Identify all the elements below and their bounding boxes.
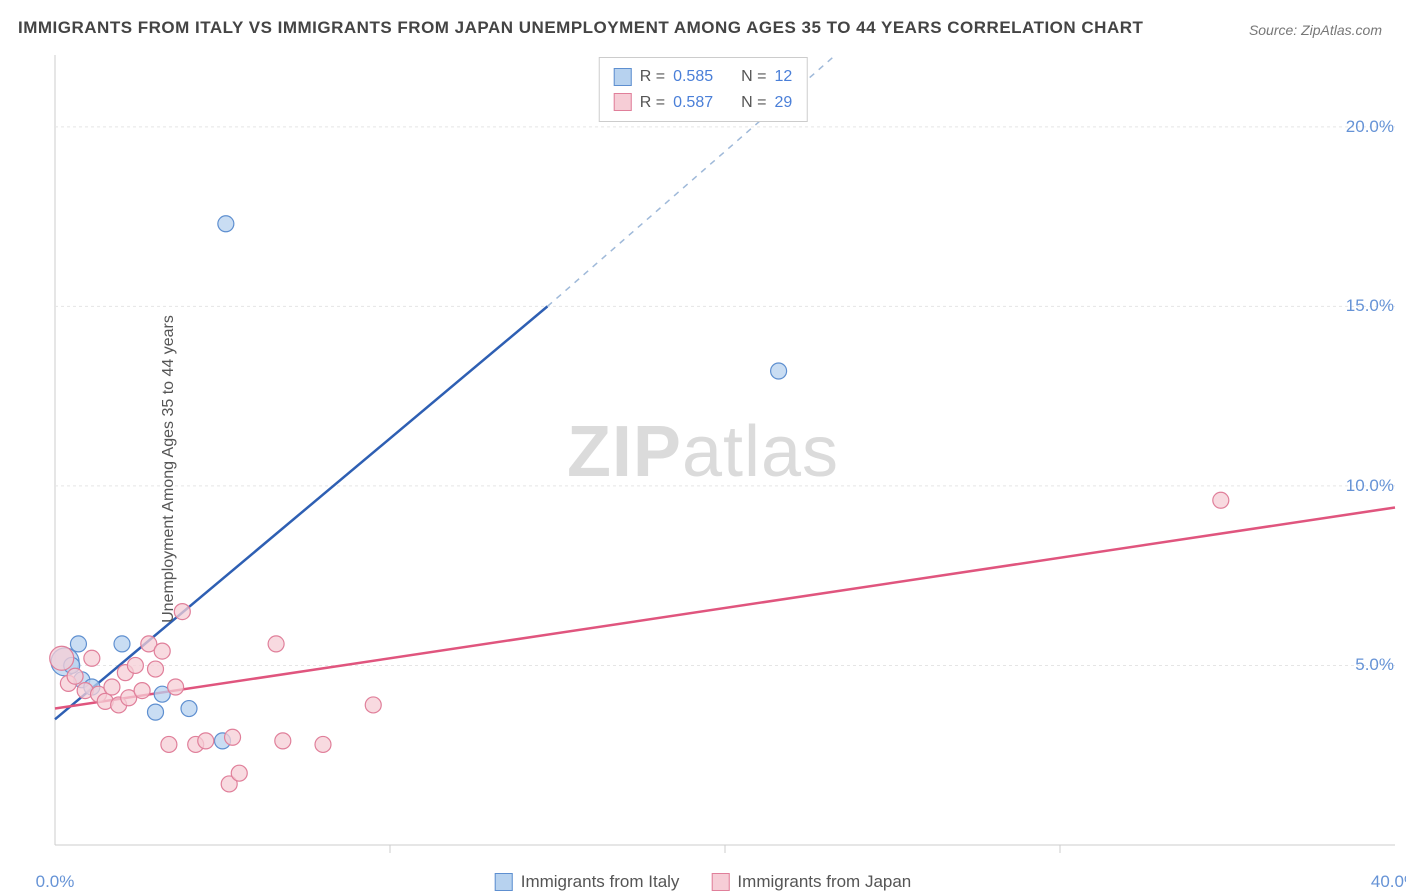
legend-swatch (711, 873, 729, 891)
legend-item: Immigrants from Japan (711, 872, 911, 892)
legend-label: Immigrants from Italy (521, 872, 680, 892)
y-tick-label: 10.0% (1346, 476, 1394, 496)
legend-row: R =0.585N =12 (614, 64, 793, 90)
y-axis-label: Unemployment Among Ages 35 to 44 years (160, 315, 178, 623)
correlation-legend: R =0.585N =12R =0.587N =29 (599, 57, 808, 122)
y-tick-label: 15.0% (1346, 296, 1394, 316)
y-tick-label: 20.0% (1346, 117, 1394, 137)
legend-row: R =0.587N =29 (614, 90, 793, 116)
y-tick-label: 5.0% (1355, 655, 1394, 675)
legend-label: Immigrants from Japan (737, 872, 911, 892)
x-tick-label: 0.0% (36, 872, 75, 892)
chart-container: Unemployment Among Ages 35 to 44 years Z… (0, 45, 1406, 892)
chart-title: IMMIGRANTS FROM ITALY VS IMMIGRANTS FROM… (18, 18, 1143, 38)
source-attribution: Source: ZipAtlas.com (1249, 22, 1382, 38)
legend-swatch (495, 873, 513, 891)
legend-swatch (614, 68, 632, 86)
legend-swatch (614, 93, 632, 111)
legend-item: Immigrants from Italy (495, 872, 680, 892)
watermark: ZIPatlas (567, 411, 839, 493)
series-legend: Immigrants from Italy Immigrants from Jap… (495, 872, 912, 892)
x-tick-label: 40.0% (1371, 872, 1406, 892)
